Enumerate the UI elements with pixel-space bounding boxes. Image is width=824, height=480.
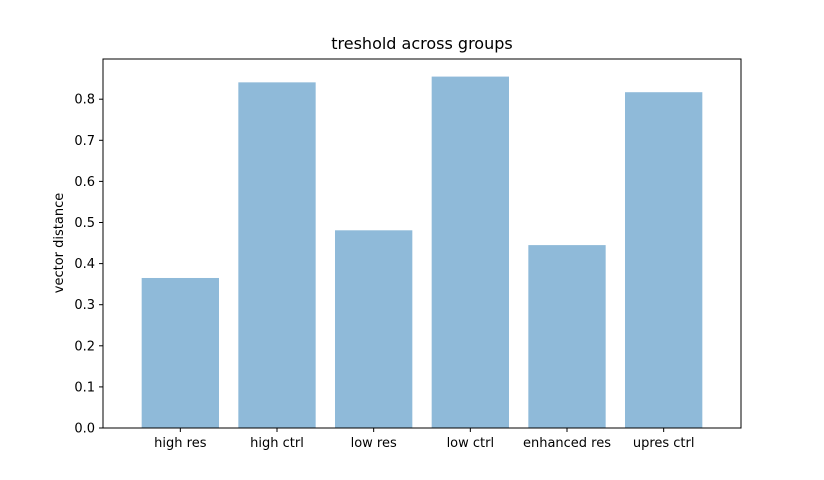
x-axis-ticks: high res high ctrl low res low ctrl enhanced…: [154, 428, 694, 451]
y-tick-label: 0.3: [74, 298, 95, 313]
x-tick-label: high ctrl: [250, 436, 304, 451]
y-tick-label: 0.8: [74, 93, 95, 108]
y-tick-label: 0.1: [74, 380, 95, 395]
x-tick-label: low ctrl: [447, 436, 495, 451]
bar-high-res: [141, 277, 219, 428]
y-axis-ticks: 0.0 0.1 0.2 0.3 0.4 0.5 0.6 0.7 0.8: [74, 93, 103, 437]
y-tick-label: 0.7: [74, 134, 95, 149]
x-tick-label: upres ctrl: [633, 436, 695, 451]
y-tick-label: 0.6: [74, 175, 95, 190]
x-tick-label: high res: [154, 436, 207, 451]
plot-frame: [102, 58, 742, 429]
bar-high-ctrl: [238, 82, 316, 428]
bar-low-ctrl: [431, 76, 509, 428]
y-tick-label: 0.2: [74, 339, 95, 354]
bars-group: [141, 76, 703, 429]
chart-title: treshold across groups: [331, 34, 512, 53]
bar-low-res: [335, 230, 413, 428]
bar-enhanced-res: [528, 245, 606, 428]
bar-upres-ctrl: [625, 92, 703, 429]
y-axis-label: vector distance: [52, 193, 67, 293]
y-tick-label: 0.4: [74, 257, 95, 272]
x-tick-label: low res: [351, 436, 397, 451]
y-tick-label: 0.5: [74, 216, 95, 231]
y-tick-label: 0.0: [74, 422, 95, 437]
x-tick-label: enhanced res: [523, 436, 611, 451]
